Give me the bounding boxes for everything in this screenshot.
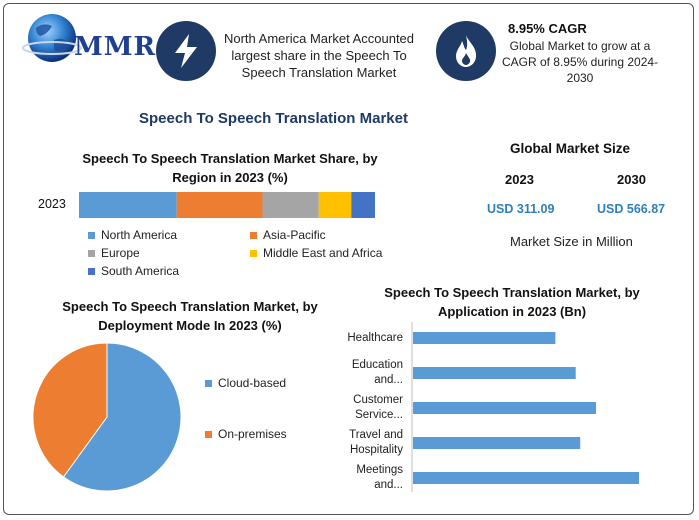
deployment-chart-title: Speech To Speech Translation Market, by … xyxy=(62,299,318,333)
legend-label: Europe xyxy=(101,246,140,260)
region-legend-item-north-america: North America xyxy=(88,228,177,242)
page-title: Speech To Speech Translation Market xyxy=(139,110,408,127)
legend-label: Cloud-based xyxy=(218,376,287,390)
market-size-value-2023: USD 311.09 xyxy=(487,202,555,216)
legend-swatch xyxy=(88,267,95,275)
legend-label: South America xyxy=(101,264,180,278)
north-america-note: North America Market Accounted largest s… xyxy=(223,31,415,80)
legend-swatch xyxy=(250,231,257,239)
market-size-year-2023: 2023 xyxy=(505,172,534,187)
cagr-block: 8.95% CAGR Global Market to grow at a CA… xyxy=(500,21,660,86)
application-category-label: Customer Service... xyxy=(353,394,403,421)
flame-icon xyxy=(456,35,477,67)
logo: MMR xyxy=(12,8,155,68)
legend-swatch xyxy=(250,249,257,257)
flame-icon-badge xyxy=(436,21,496,81)
region-bar-segment-north-america xyxy=(79,192,177,218)
pie-slice-on-premises xyxy=(32,342,108,478)
deployment-legend: Cloud-based On-premises xyxy=(205,376,325,446)
region-year-label: 2023 xyxy=(38,197,66,211)
application-category-label: Travel and Hospitality xyxy=(349,429,403,456)
lightning-icon xyxy=(175,34,197,68)
legend-swatch xyxy=(205,379,212,387)
legend-label: North America xyxy=(101,228,178,242)
legend-swatch xyxy=(88,249,95,257)
cagr-title: 8.95% CAGR xyxy=(508,21,587,36)
application-bar-customer-service xyxy=(413,402,597,414)
region-bar-segment-middle-east-and-africa xyxy=(318,192,352,218)
region-legend-item-middle-east-and-africa: Middle East and Africa xyxy=(250,246,382,260)
application-bar-education-and xyxy=(413,367,576,379)
region-chart-title: Speech To Speech Translation Market Shar… xyxy=(82,151,378,185)
region-bar-segment-europe xyxy=(262,192,319,218)
legend-label: Asia-Pacific xyxy=(263,228,326,242)
application-category-label: Healthcare xyxy=(347,331,403,344)
region-bar-segment-asia-pacific xyxy=(176,192,263,218)
globe-icon xyxy=(22,14,82,62)
legend-swatch xyxy=(88,231,95,239)
region-legend-item-asia-pacific: Asia-Pacific xyxy=(250,228,326,242)
legend-label: Middle East and Africa xyxy=(263,246,383,260)
market-size-year-2030: 2030 xyxy=(617,172,646,187)
pie-legend-item-on-premises: On-premises xyxy=(205,427,287,441)
legend-swatch xyxy=(205,430,212,438)
lightning-icon-badge xyxy=(156,21,216,81)
application-chart-title: Speech To Speech Translation Market, by … xyxy=(384,285,640,319)
pie-legend-item-cloud-based: Cloud-based xyxy=(205,376,286,390)
region-legend-item-europe: Europe xyxy=(88,246,140,260)
deployment-pie xyxy=(32,342,182,492)
infographic-frame xyxy=(3,3,694,515)
market-size-note: Market Size in Million xyxy=(510,234,633,249)
application-category-label: Meetings and... xyxy=(356,464,403,491)
market-size-value-2030: USD 566.87 xyxy=(597,202,666,216)
pie-slice-cloud-based xyxy=(62,342,182,492)
application-bar-travel-and-hospitality xyxy=(413,437,581,449)
application-bar-chart xyxy=(411,322,639,492)
region-legend-item-south-america: South America xyxy=(88,264,179,278)
region-stacked-bar xyxy=(79,192,375,218)
legend-label: On-premises xyxy=(218,427,287,441)
region-bar-segment-south-america xyxy=(351,192,375,218)
application-category-labels: Healthcare Education and... Customer Service… xyxy=(320,322,403,492)
region-legend: North America Asia-Pacific Europe Middle Ea… xyxy=(88,228,408,282)
market-size-title: Global Market Size xyxy=(510,141,631,156)
application-bar-healthcare xyxy=(413,332,556,344)
application-category-label: Education and... xyxy=(351,359,403,386)
logo-text: MMR xyxy=(74,32,157,62)
cagr-text: Global Market to grow at a CAGR of 8.95%… xyxy=(501,39,659,85)
application-bar-meetings-and xyxy=(413,472,639,484)
